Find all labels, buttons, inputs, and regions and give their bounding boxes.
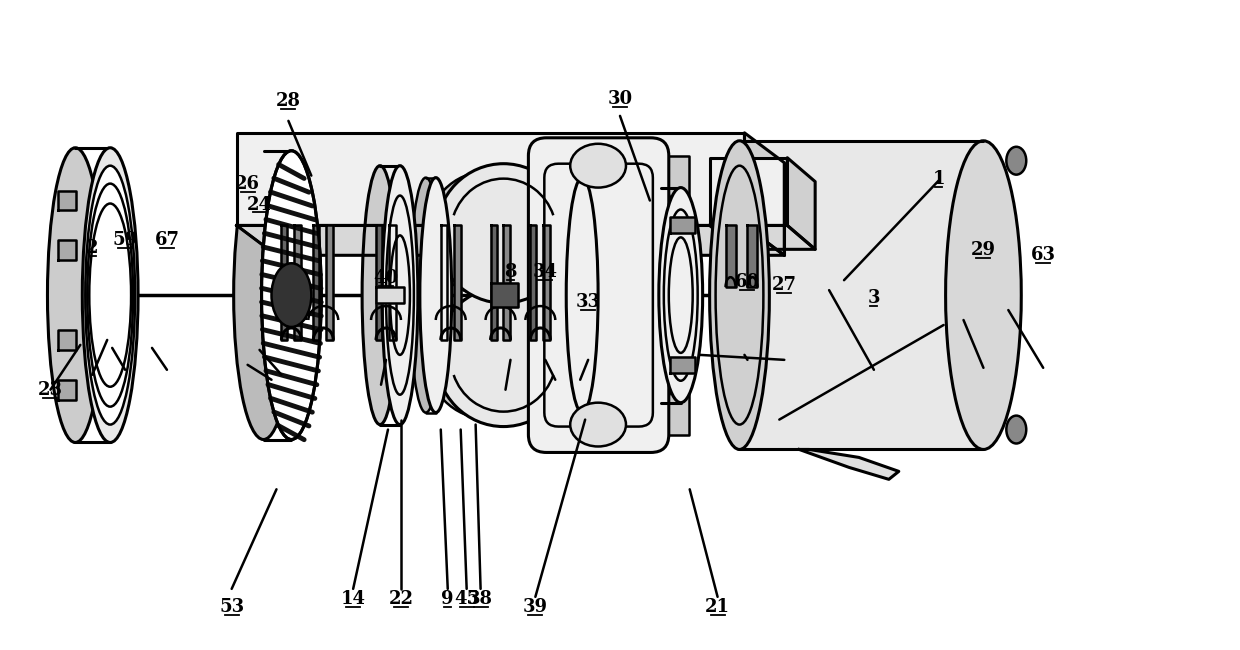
Text: 28: 28 [277, 92, 301, 110]
Ellipse shape [262, 151, 321, 439]
Polygon shape [800, 449, 899, 479]
Ellipse shape [427, 172, 547, 295]
Text: 40: 40 [373, 269, 398, 287]
Polygon shape [281, 226, 288, 340]
Polygon shape [376, 226, 382, 340]
Polygon shape [237, 133, 744, 226]
Polygon shape [294, 226, 301, 340]
Ellipse shape [570, 402, 626, 447]
Polygon shape [491, 226, 496, 340]
Ellipse shape [272, 263, 311, 327]
Text: 59: 59 [113, 231, 138, 250]
Text: 2: 2 [86, 239, 98, 257]
Polygon shape [58, 240, 77, 260]
Ellipse shape [570, 144, 626, 188]
Text: 9: 9 [441, 590, 454, 608]
Ellipse shape [87, 183, 133, 407]
Text: 67: 67 [155, 231, 180, 250]
Ellipse shape [382, 166, 418, 424]
Ellipse shape [435, 287, 572, 426]
Ellipse shape [420, 177, 451, 413]
Text: 24: 24 [247, 196, 272, 213]
Text: 34: 34 [533, 263, 558, 281]
Polygon shape [787, 158, 815, 250]
Polygon shape [454, 226, 461, 340]
Polygon shape [389, 226, 396, 340]
Ellipse shape [1007, 415, 1027, 443]
Ellipse shape [410, 177, 441, 413]
Ellipse shape [47, 148, 103, 443]
Text: 60: 60 [735, 273, 760, 291]
Ellipse shape [709, 141, 769, 449]
Text: 30: 30 [608, 90, 632, 108]
Polygon shape [491, 283, 518, 307]
Ellipse shape [567, 177, 598, 413]
Polygon shape [709, 158, 787, 226]
Text: 3: 3 [868, 289, 880, 307]
Text: 1: 1 [932, 170, 945, 188]
Polygon shape [326, 226, 334, 340]
Text: 21: 21 [706, 598, 730, 616]
Text: 14: 14 [341, 590, 366, 608]
Ellipse shape [435, 164, 572, 303]
Polygon shape [376, 287, 404, 303]
Ellipse shape [86, 166, 135, 424]
Ellipse shape [1007, 147, 1027, 175]
Polygon shape [739, 141, 983, 449]
Ellipse shape [82, 148, 138, 443]
Polygon shape [237, 226, 784, 255]
Polygon shape [531, 226, 537, 340]
Text: 22: 22 [388, 590, 413, 608]
Polygon shape [584, 156, 688, 435]
Ellipse shape [946, 141, 1022, 449]
Ellipse shape [658, 188, 703, 402]
Text: 23: 23 [38, 381, 63, 398]
Polygon shape [440, 226, 446, 340]
Text: 39: 39 [523, 598, 548, 616]
Polygon shape [543, 226, 551, 340]
Text: 45: 45 [454, 590, 479, 608]
Text: 53: 53 [219, 598, 244, 616]
Polygon shape [744, 133, 784, 255]
Text: 27: 27 [771, 276, 797, 294]
Polygon shape [725, 226, 735, 287]
Ellipse shape [89, 203, 131, 387]
Text: 33: 33 [575, 293, 600, 311]
Polygon shape [58, 380, 77, 400]
FancyBboxPatch shape [528, 138, 668, 452]
Text: 63: 63 [1030, 246, 1055, 265]
Polygon shape [709, 226, 815, 250]
Text: 38: 38 [467, 590, 494, 608]
Polygon shape [503, 226, 511, 340]
Polygon shape [58, 330, 77, 350]
Text: 26: 26 [236, 175, 260, 192]
Text: 29: 29 [971, 241, 996, 259]
Ellipse shape [362, 166, 398, 424]
Ellipse shape [554, 177, 587, 413]
Polygon shape [58, 190, 77, 211]
Polygon shape [314, 226, 319, 340]
Ellipse shape [427, 295, 547, 419]
Polygon shape [670, 218, 694, 233]
Text: 8: 8 [505, 263, 517, 281]
Ellipse shape [639, 188, 683, 402]
Polygon shape [670, 357, 694, 373]
Polygon shape [748, 226, 758, 287]
Ellipse shape [233, 151, 294, 439]
